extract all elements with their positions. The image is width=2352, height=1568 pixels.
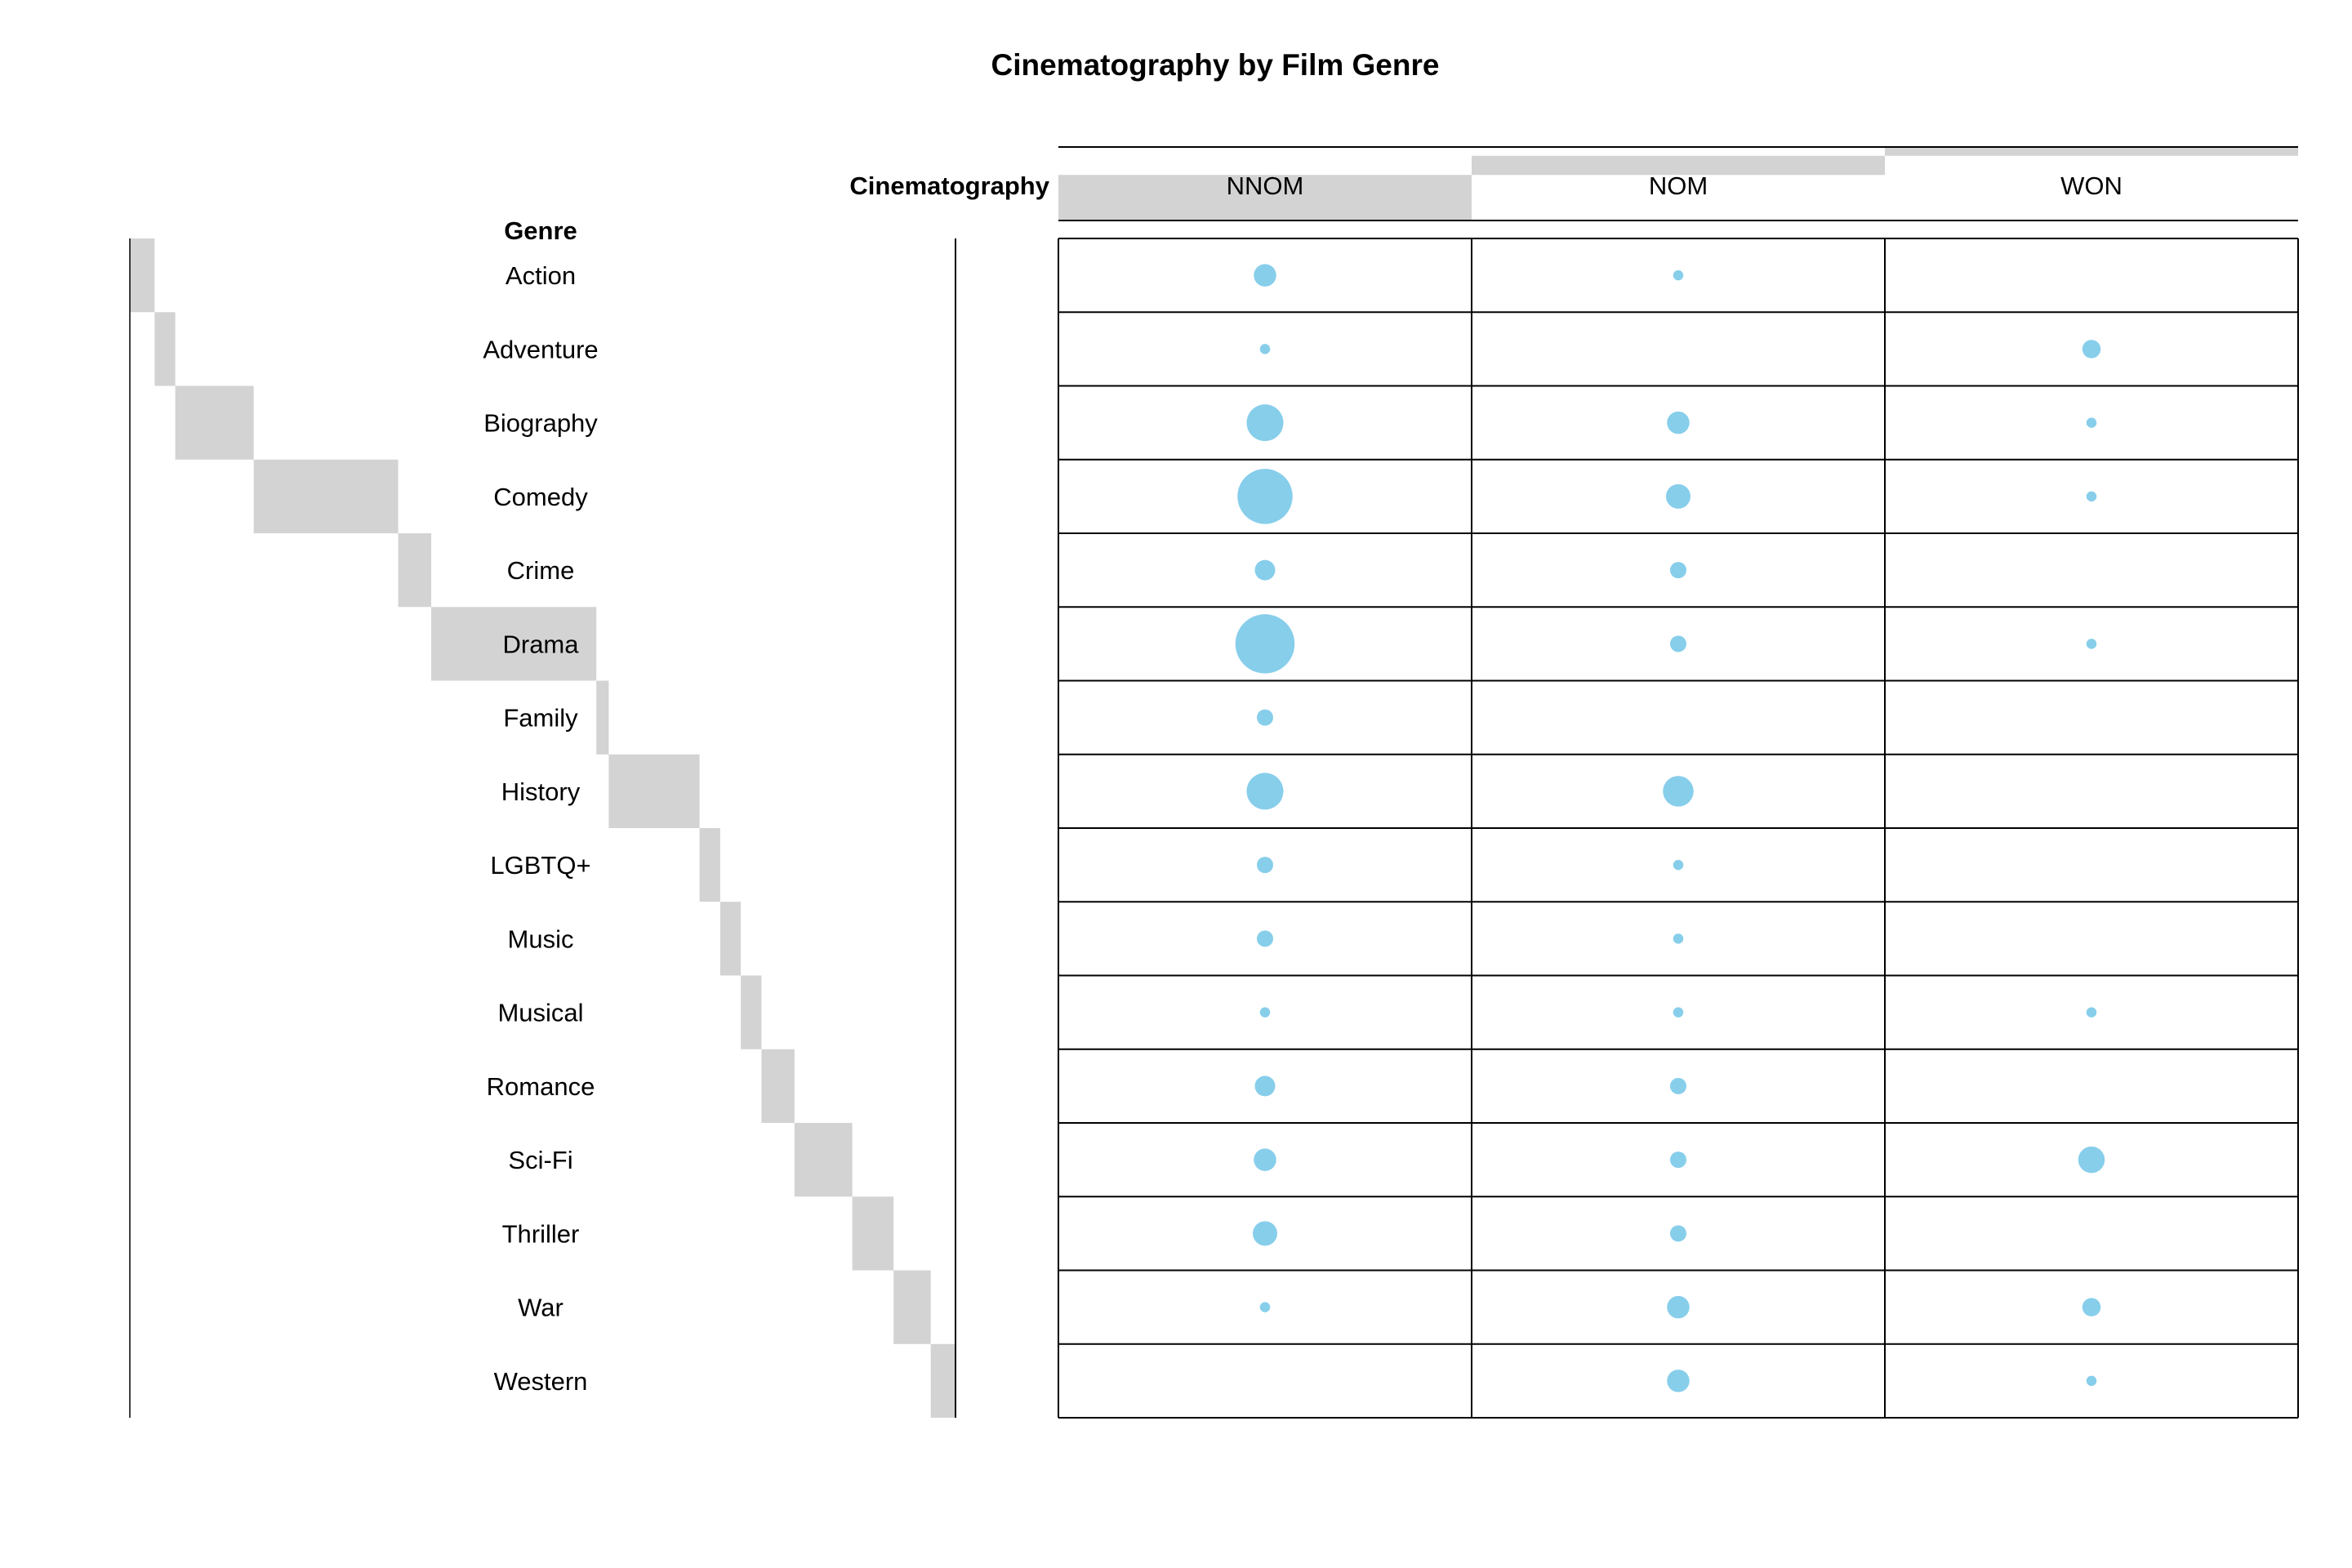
balloon-war-nnom bbox=[1259, 1302, 1271, 1312]
balloon-musical-won bbox=[2086, 1007, 2097, 1018]
balloon-cells bbox=[1235, 264, 2105, 1392]
balloon-lgbtq-nnom bbox=[1257, 857, 1273, 874]
row-label-war: War bbox=[518, 1294, 564, 1322]
row-label-sci-fi: Sci-Fi bbox=[508, 1146, 572, 1174]
balloon-music-nnom bbox=[1257, 930, 1273, 947]
table-grid bbox=[1058, 238, 2299, 1419]
row-marginal-bar-comedy bbox=[253, 459, 399, 533]
row-label-drama: Drama bbox=[502, 630, 579, 658]
balloon-thriller-nnom bbox=[1253, 1221, 1277, 1246]
column-marginal-bar-won bbox=[1885, 147, 2298, 156]
row-marginal-bar-thriller bbox=[852, 1196, 894, 1271]
row-marginal-bar-action bbox=[130, 238, 155, 313]
row-marginal-bar-romance bbox=[761, 1049, 795, 1123]
row-marginal-bar-war bbox=[893, 1270, 931, 1344]
column-variable-label: Cinematography bbox=[849, 172, 1049, 200]
balloon-war-nom bbox=[1667, 1295, 1690, 1319]
balloon-music-nom bbox=[1673, 933, 1684, 944]
balloon-action-nnom bbox=[1254, 264, 1276, 287]
balloon-family-nnom bbox=[1257, 709, 1273, 726]
row-marginal-bar-biography bbox=[175, 385, 254, 460]
balloon-drama-won bbox=[2086, 639, 2097, 649]
row-marginal-bar-adventure bbox=[154, 312, 176, 386]
balloon-comedy-won bbox=[2086, 491, 2097, 502]
balloon-western-nom bbox=[1667, 1370, 1690, 1392]
balloon-crime-nnom bbox=[1254, 559, 1276, 581]
balloon-western-won bbox=[2086, 1375, 2097, 1387]
row-label-music: Music bbox=[508, 924, 574, 953]
balloon-adventure-nnom bbox=[1259, 344, 1271, 354]
balloon-drama-nom bbox=[1670, 635, 1686, 653]
row-marginal-bar-drama bbox=[431, 607, 597, 681]
balloon-adventure-won bbox=[2082, 340, 2101, 359]
balloon-sci-fi-nnom bbox=[1254, 1148, 1276, 1171]
balloon-romance-nom bbox=[1670, 1077, 1686, 1094]
row-label-thriller: Thriller bbox=[502, 1219, 580, 1248]
balloon-action-nom bbox=[1673, 270, 1684, 281]
row-marginal-bar-crime bbox=[398, 533, 432, 608]
row-label-crime: Crime bbox=[507, 556, 575, 585]
balloon-history-nom bbox=[1663, 776, 1694, 807]
balloon-comedy-nnom bbox=[1237, 469, 1293, 524]
balloon-sci-fi-won bbox=[2078, 1146, 2105, 1174]
row-marginal-bar-history bbox=[608, 754, 700, 828]
balloon-comedy-nom bbox=[1666, 483, 1690, 509]
balloon-musical-nom bbox=[1673, 1007, 1684, 1018]
balloon-thriller-nom bbox=[1670, 1225, 1686, 1242]
balloon-lgbtq-nom bbox=[1673, 859, 1684, 871]
column-marginal-bar-nom bbox=[1472, 155, 1885, 176]
row-label-adventure: Adventure bbox=[483, 335, 598, 363]
balloon-biography-nnom bbox=[1246, 404, 1284, 442]
balloon-sci-fi-nom bbox=[1670, 1152, 1686, 1169]
column-label-nnom: NNOM bbox=[1227, 172, 1304, 200]
row-label-western: Western bbox=[494, 1367, 588, 1396]
row-label-comedy: Comedy bbox=[493, 483, 588, 511]
column-label-won: WON bbox=[2060, 172, 2123, 200]
balloon-drama-nnom bbox=[1235, 614, 1295, 674]
row-label-musical: Musical bbox=[497, 999, 583, 1027]
column-labels: NNOM NOM WON bbox=[1227, 172, 2123, 200]
row-marginal-bars bbox=[129, 238, 956, 1418]
chart-title: Cinematography by Film Genre bbox=[991, 48, 1440, 82]
row-label-action: Action bbox=[506, 261, 576, 290]
column-label-nom: NOM bbox=[1649, 172, 1708, 200]
row-label-biography: Biography bbox=[483, 409, 598, 438]
row-marginal-bar-sci-fi bbox=[794, 1123, 853, 1197]
row-label-lgbtq: LGBTQ+ bbox=[490, 851, 590, 880]
balloon-war-won bbox=[2082, 1298, 2101, 1316]
balloon-musical-nnom bbox=[1259, 1007, 1271, 1018]
column-marginal-bar-nnom bbox=[1058, 175, 1472, 220]
balloon-history-nnom bbox=[1246, 773, 1284, 810]
row-label-family: Family bbox=[503, 704, 578, 733]
row-variable-label: Genre bbox=[504, 216, 577, 245]
row-marginal-bar-music bbox=[719, 902, 742, 976]
row-label-history: History bbox=[501, 777, 581, 806]
row-marginal-bar-lgbtq bbox=[699, 828, 720, 902]
row-marginal-bar-family bbox=[596, 680, 609, 755]
row-labels: Action Adventure Biography Comedy Crime Drama… bbox=[483, 261, 598, 1396]
row-label-romance: Romance bbox=[487, 1072, 595, 1101]
column-marginal-bars bbox=[1058, 146, 2298, 221]
balloon-romance-nnom bbox=[1254, 1076, 1276, 1097]
balloon-biography-nom bbox=[1667, 411, 1690, 434]
balloon-crime-nom bbox=[1670, 562, 1686, 579]
balloon-biography-won bbox=[2086, 417, 2097, 428]
row-marginal-bar-musical bbox=[741, 975, 762, 1049]
row-marginal-bar-western bbox=[930, 1343, 956, 1418]
